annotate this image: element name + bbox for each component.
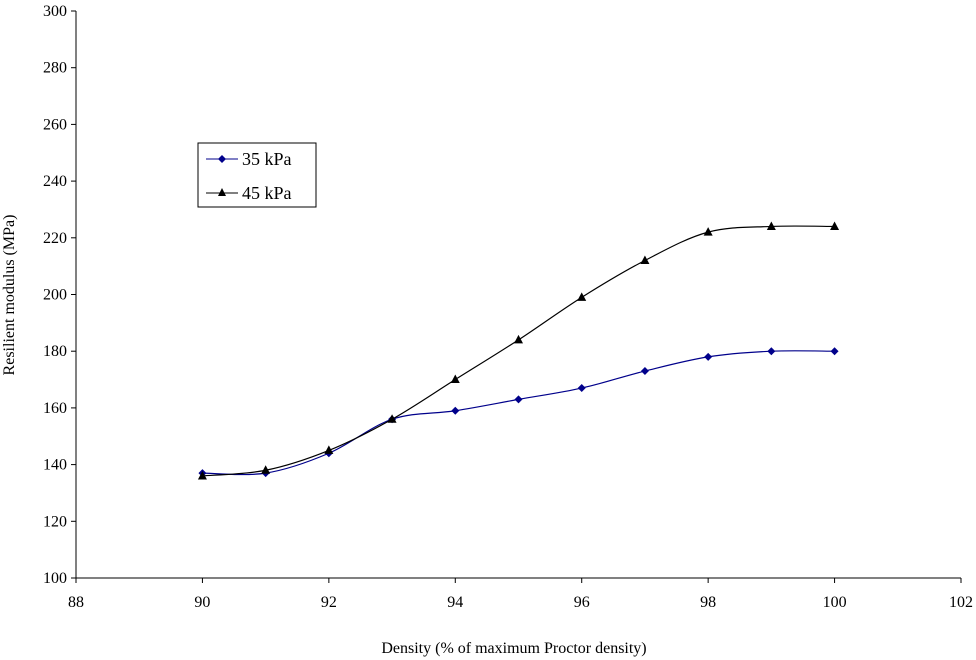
data-point-45kpa xyxy=(387,414,397,423)
data-point-45kpa xyxy=(577,292,587,301)
data-point-45kpa xyxy=(640,255,650,264)
data-point-45kpa xyxy=(450,374,460,384)
x-tick-label: 98 xyxy=(700,594,716,611)
data-point-35kpa xyxy=(640,367,649,376)
y-tick-label: 200 xyxy=(43,287,67,304)
y-tick-label: 100 xyxy=(43,570,67,587)
y-tick-label: 260 xyxy=(43,116,67,133)
y-tick-label: 180 xyxy=(43,343,67,360)
data-point-45kpa xyxy=(830,221,840,230)
x-tick-label: 100 xyxy=(823,594,847,611)
data-point-35kpa xyxy=(514,395,523,404)
legend-marker-35kpa xyxy=(218,155,226,163)
y-tick-label: 240 xyxy=(43,173,67,190)
y-axis-label: Resilient modulus (MPa) xyxy=(1,215,18,376)
y-tick-label: 140 xyxy=(43,457,67,474)
data-point-45kpa xyxy=(261,465,271,474)
x-tick-label: 90 xyxy=(194,594,210,611)
legend-label-45kpa: 45 kPa xyxy=(242,183,292,203)
x-axis-label: Density (% of maximum Proctor density) xyxy=(381,640,646,657)
x-tick-label: 96 xyxy=(574,594,590,611)
series-layer xyxy=(197,221,840,480)
data-point-45kpa xyxy=(324,445,334,454)
legend-box xyxy=(197,142,317,208)
y-tick-label: 160 xyxy=(43,400,67,417)
x-tick-label: 92 xyxy=(321,594,337,611)
y-tick-label: 120 xyxy=(43,513,67,530)
legend: 35 kPa 45 kPa xyxy=(197,142,317,208)
series-line-45kpa xyxy=(202,225,835,477)
y-tick-label: 220 xyxy=(43,230,67,247)
data-point-35kpa xyxy=(767,347,776,356)
x-tick-label: 102 xyxy=(949,594,973,611)
series-line-35kpa xyxy=(202,350,835,476)
y-tick-label: 280 xyxy=(43,60,67,77)
legend-label-35kpa: 35 kPa xyxy=(242,149,292,169)
y-tick-label: 300 xyxy=(43,3,67,20)
data-point-45kpa xyxy=(703,227,713,236)
data-point-45kpa xyxy=(197,470,207,480)
data-point-35kpa xyxy=(830,347,839,356)
x-tick-label: 88 xyxy=(68,594,84,611)
data-point-45kpa xyxy=(766,221,776,230)
legend-marker-45kpa xyxy=(218,188,226,196)
data-point-45kpa xyxy=(514,334,523,344)
data-point-35kpa xyxy=(704,352,713,361)
x-tick-label: 94 xyxy=(447,594,463,611)
data-point-35kpa xyxy=(577,384,586,393)
data-point-35kpa xyxy=(451,406,460,415)
axes: 100 120 140 160 180 200 220 240 260 280 300 88 90 92 9… xyxy=(43,3,973,611)
